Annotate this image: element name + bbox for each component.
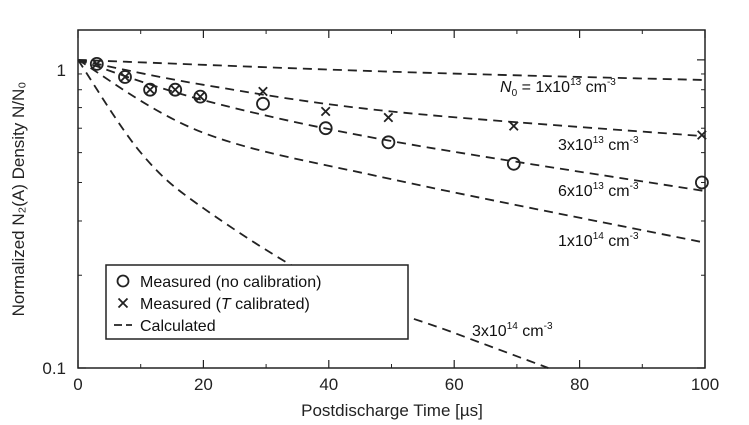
legend-label-calculated: Calculated [140,318,216,335]
marker-x-2 [120,72,130,82]
marker-x-3 [145,84,155,95]
calculated-curve-4 [77,59,706,244]
calculated-curve-5 [77,59,549,369]
marker-circle-5 [193,89,208,104]
marker-circle-6 [256,96,270,111]
legend-x-icon [117,297,129,309]
marker-x-5 [195,91,206,102]
y-axis-label: Normalized N₂(A) Density N/N₀ [9,82,28,317]
x-tick-label-40: 40 [319,375,338,394]
marker-circle-1 [89,57,104,71]
curve-label-6e13: 6x1013 cm-3 [558,181,639,200]
x-tick-label-80: 80 [570,375,589,394]
legend-label-t-calibrated: Measured (T calibrated) [140,296,310,313]
marker-x-8 [383,112,394,123]
marker-x-4 [170,84,181,95]
legend: Measured (no calibration) Measured (T ca… [105,264,409,340]
calculated-curve-1 [77,59,706,81]
x-tick-label-20: 20 [194,375,213,394]
marker-x-9 [508,121,519,131]
marker-circle-7 [318,121,333,136]
x-axis-label: Postdischarge Time [µs] [301,401,483,420]
x-tick-label-100: 100 [691,375,719,394]
y-tick-label-1: 1 [57,61,66,80]
curve-label-1e14: 1x1014 cm-3 [558,231,639,250]
curve-label-1e13: N0 = 1x1013 cm-3 [500,77,616,99]
marker-circle-9 [506,156,521,171]
marker-x-6 [258,86,268,97]
marker-x-7 [320,106,331,117]
x-tick-label-60: 60 [445,375,464,394]
x-tick-label-0: 0 [73,375,82,394]
legend-box [105,264,409,340]
marker-circle-4 [168,82,183,97]
axis-ticks [77,30,706,369]
x-tick-labels: 0 20 40 60 80 100 [73,375,719,394]
curve-label-3e14: 3x1014 cm-3 [472,321,553,340]
legend-circle-icon [116,274,130,288]
marker-circle-2 [118,70,132,84]
marker-circle-10 [695,175,709,190]
marker-x-1 [91,59,102,69]
calculated-curves [77,59,706,369]
calculated-curve-3 [77,59,706,192]
marker-circle-8 [381,135,396,150]
y-tick-label-0.1: 0.1 [42,359,66,378]
legend-label-no-calibration: Measured (no calibration) [140,274,321,291]
measured-markers [89,57,709,190]
marker-circle-3 [143,82,158,97]
curve-label-3e13: 3x1013 cm-3 [558,135,639,154]
calculated-curve-2 [77,59,706,138]
